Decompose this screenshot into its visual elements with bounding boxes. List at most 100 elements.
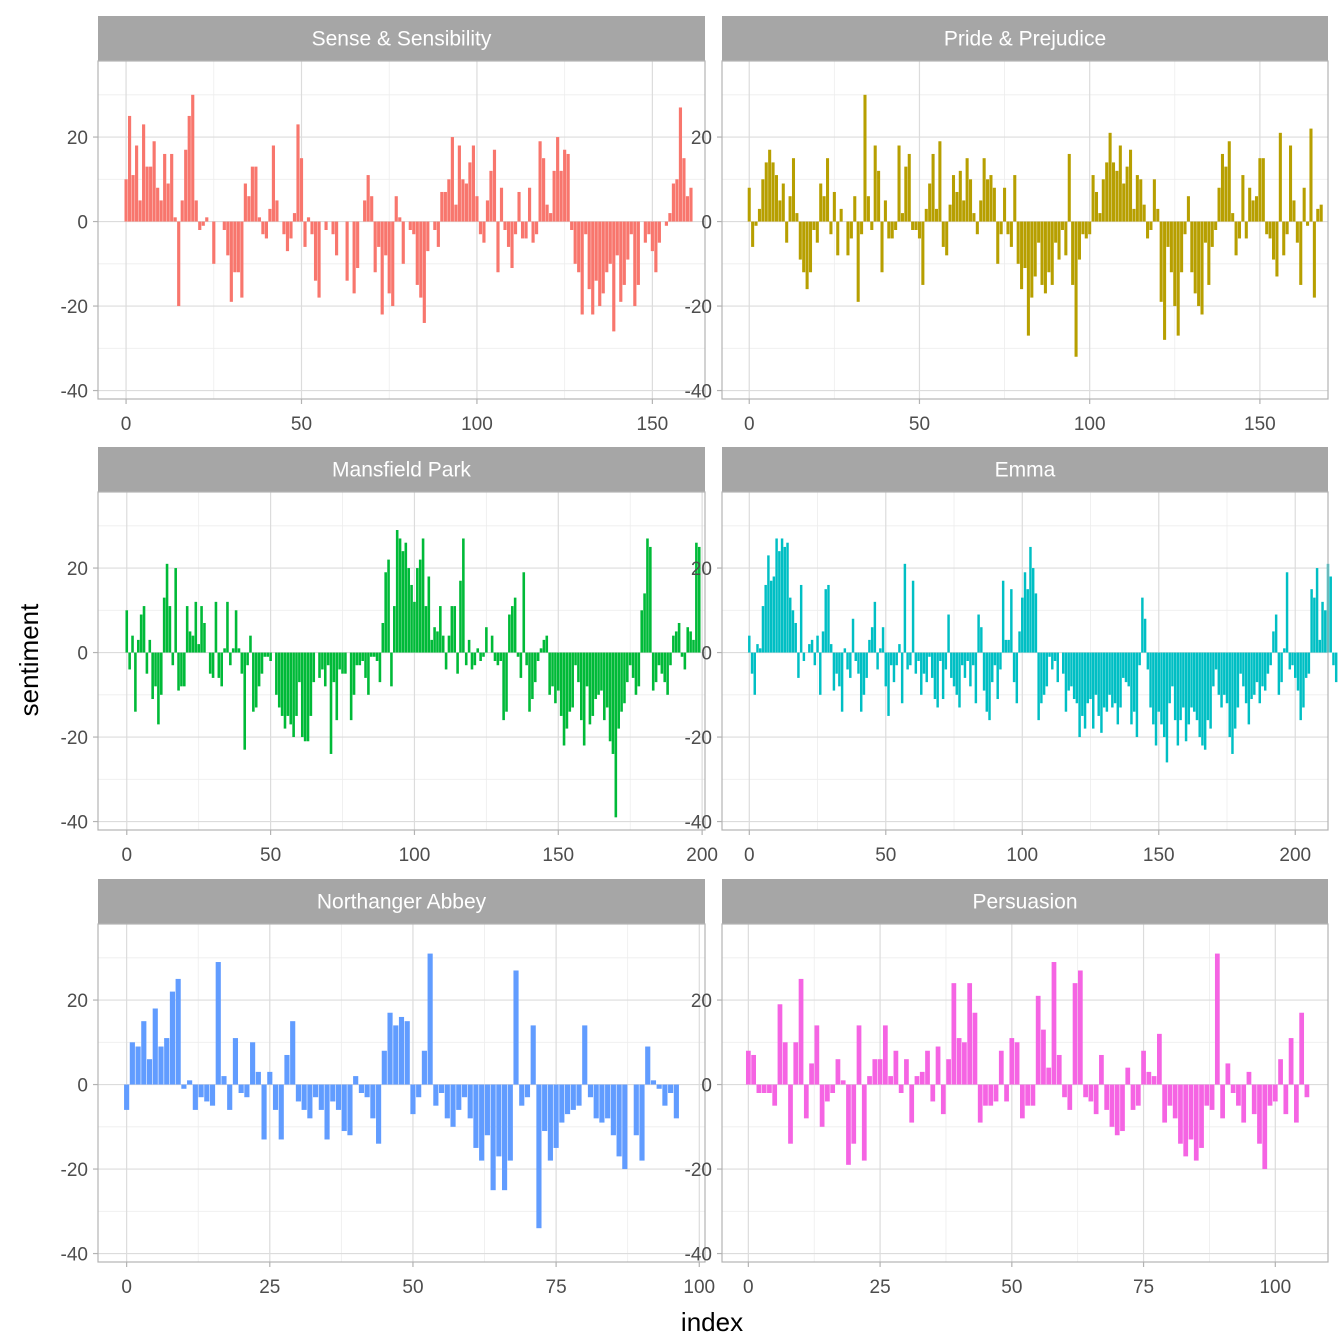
bar: [975, 221, 979, 235]
y-tick-label: 20: [67, 991, 88, 1012]
bar: [490, 1084, 496, 1191]
bar: [580, 652, 583, 721]
bar: [559, 652, 563, 716]
bar: [803, 1084, 809, 1119]
bar: [531, 652, 534, 700]
bar: [1258, 652, 1261, 704]
bar: [571, 652, 574, 708]
bar: [278, 1084, 284, 1140]
bar: [662, 1084, 668, 1106]
bar: [1285, 572, 1289, 653]
bar: [1246, 1071, 1252, 1085]
bar: [234, 610, 238, 653]
bar: [626, 221, 630, 260]
bar: [345, 221, 349, 281]
bar: [1257, 1084, 1262, 1144]
bar: [636, 221, 640, 285]
bar: [545, 635, 549, 653]
bar: [456, 1084, 462, 1110]
bar: [349, 652, 353, 721]
panel-persuasion: Persuasion -40 -20 0 20 0 25 50 75 100: [685, 879, 1329, 1298]
bar: [559, 170, 563, 222]
x-tick-label: 75: [1133, 1277, 1154, 1298]
bar: [309, 652, 313, 716]
bar: [1157, 652, 1160, 712]
bar: [1043, 221, 1047, 294]
y-tick-label: 0: [77, 644, 88, 665]
bar: [282, 221, 286, 235]
bar: [1010, 589, 1013, 653]
bar: [1296, 652, 1300, 691]
bar: [267, 1071, 273, 1085]
bar: [372, 652, 376, 657]
bar: [489, 170, 493, 222]
bar: [381, 622, 385, 653]
bar: [180, 200, 184, 222]
bar: [1109, 1084, 1115, 1127]
bar: [1081, 221, 1085, 235]
bar: [192, 1084, 198, 1110]
bar: [329, 652, 333, 754]
bar: [1054, 221, 1058, 243]
bar: [829, 221, 833, 235]
bar: [629, 221, 633, 235]
bar: [1250, 652, 1253, 700]
bar: [370, 196, 374, 222]
bar: [1263, 652, 1267, 691]
bar: [643, 593, 646, 653]
bar: [883, 200, 887, 222]
bar: [254, 652, 258, 708]
bar: [408, 221, 412, 230]
bar: [257, 652, 261, 687]
bar: [444, 652, 448, 670]
y-tick-label: 20: [67, 559, 88, 580]
bar: [750, 652, 754, 674]
bar: [184, 149, 188, 222]
bar: [522, 572, 526, 653]
strip-background: [98, 879, 705, 924]
bar: [1051, 962, 1057, 1085]
bar: [646, 538, 649, 653]
bar: [528, 652, 531, 712]
bar: [626, 652, 629, 683]
bar: [562, 652, 566, 746]
bar: [868, 639, 871, 653]
bar: [1018, 631, 1021, 653]
bar: [1203, 221, 1207, 243]
bar: [1220, 153, 1224, 222]
bar: [668, 1084, 674, 1093]
bar: [832, 191, 836, 222]
bar: [1141, 597, 1144, 653]
x-tick-label: 150: [542, 845, 574, 866]
bar: [1046, 1067, 1052, 1085]
bar: [1190, 652, 1193, 708]
bar: [533, 652, 537, 683]
bar: [969, 179, 973, 222]
bar: [791, 158, 796, 222]
bar: [1242, 652, 1245, 687]
bar: [142, 124, 146, 222]
bar: [843, 648, 847, 653]
bar: [1124, 652, 1128, 683]
bar: [1040, 652, 1043, 704]
bar: [799, 584, 803, 653]
bar: [822, 196, 826, 222]
bar: [788, 1084, 793, 1144]
bar: [840, 652, 844, 712]
bar: [479, 1084, 485, 1161]
bar: [907, 153, 911, 222]
bar: [582, 652, 586, 746]
bar: [793, 1042, 799, 1085]
y-tick-label: -40: [61, 1245, 88, 1266]
bar: [951, 175, 956, 222]
bar: [313, 1084, 319, 1098]
bar: [603, 652, 606, 721]
bar: [443, 191, 447, 222]
bar: [347, 1084, 353, 1136]
bar: [650, 221, 654, 252]
bar: [416, 568, 419, 653]
bar: [745, 1050, 751, 1085]
bar: [1173, 221, 1177, 307]
bar: [387, 1012, 393, 1085]
